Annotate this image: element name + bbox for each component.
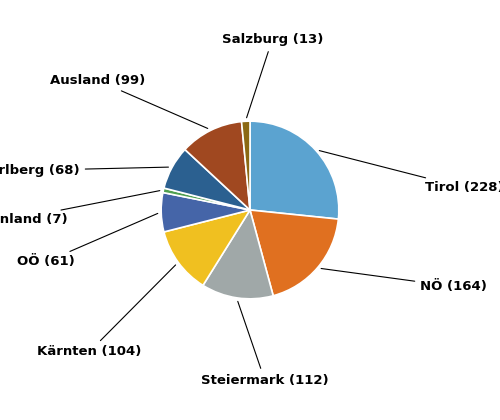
Text: Kärnten (104): Kärnten (104) <box>37 265 175 358</box>
Wedge shape <box>185 121 250 210</box>
Wedge shape <box>161 192 250 232</box>
Text: Salzburg (13): Salzburg (13) <box>222 33 323 118</box>
Text: NÖ (164): NÖ (164) <box>321 268 487 293</box>
Wedge shape <box>164 210 250 285</box>
Text: Vorarlberg (68): Vorarlberg (68) <box>0 164 168 177</box>
Text: Burgenland (7): Burgenland (7) <box>0 191 160 226</box>
Text: Tirol (228): Tirol (228) <box>320 151 500 194</box>
Text: Steiermark (112): Steiermark (112) <box>201 302 328 387</box>
Wedge shape <box>164 150 250 210</box>
Wedge shape <box>242 121 250 210</box>
Wedge shape <box>250 210 338 296</box>
Wedge shape <box>203 210 273 299</box>
Wedge shape <box>163 188 250 210</box>
Wedge shape <box>250 121 339 219</box>
Text: Ausland (99): Ausland (99) <box>50 74 207 129</box>
Text: OÖ (61): OÖ (61) <box>17 213 158 268</box>
